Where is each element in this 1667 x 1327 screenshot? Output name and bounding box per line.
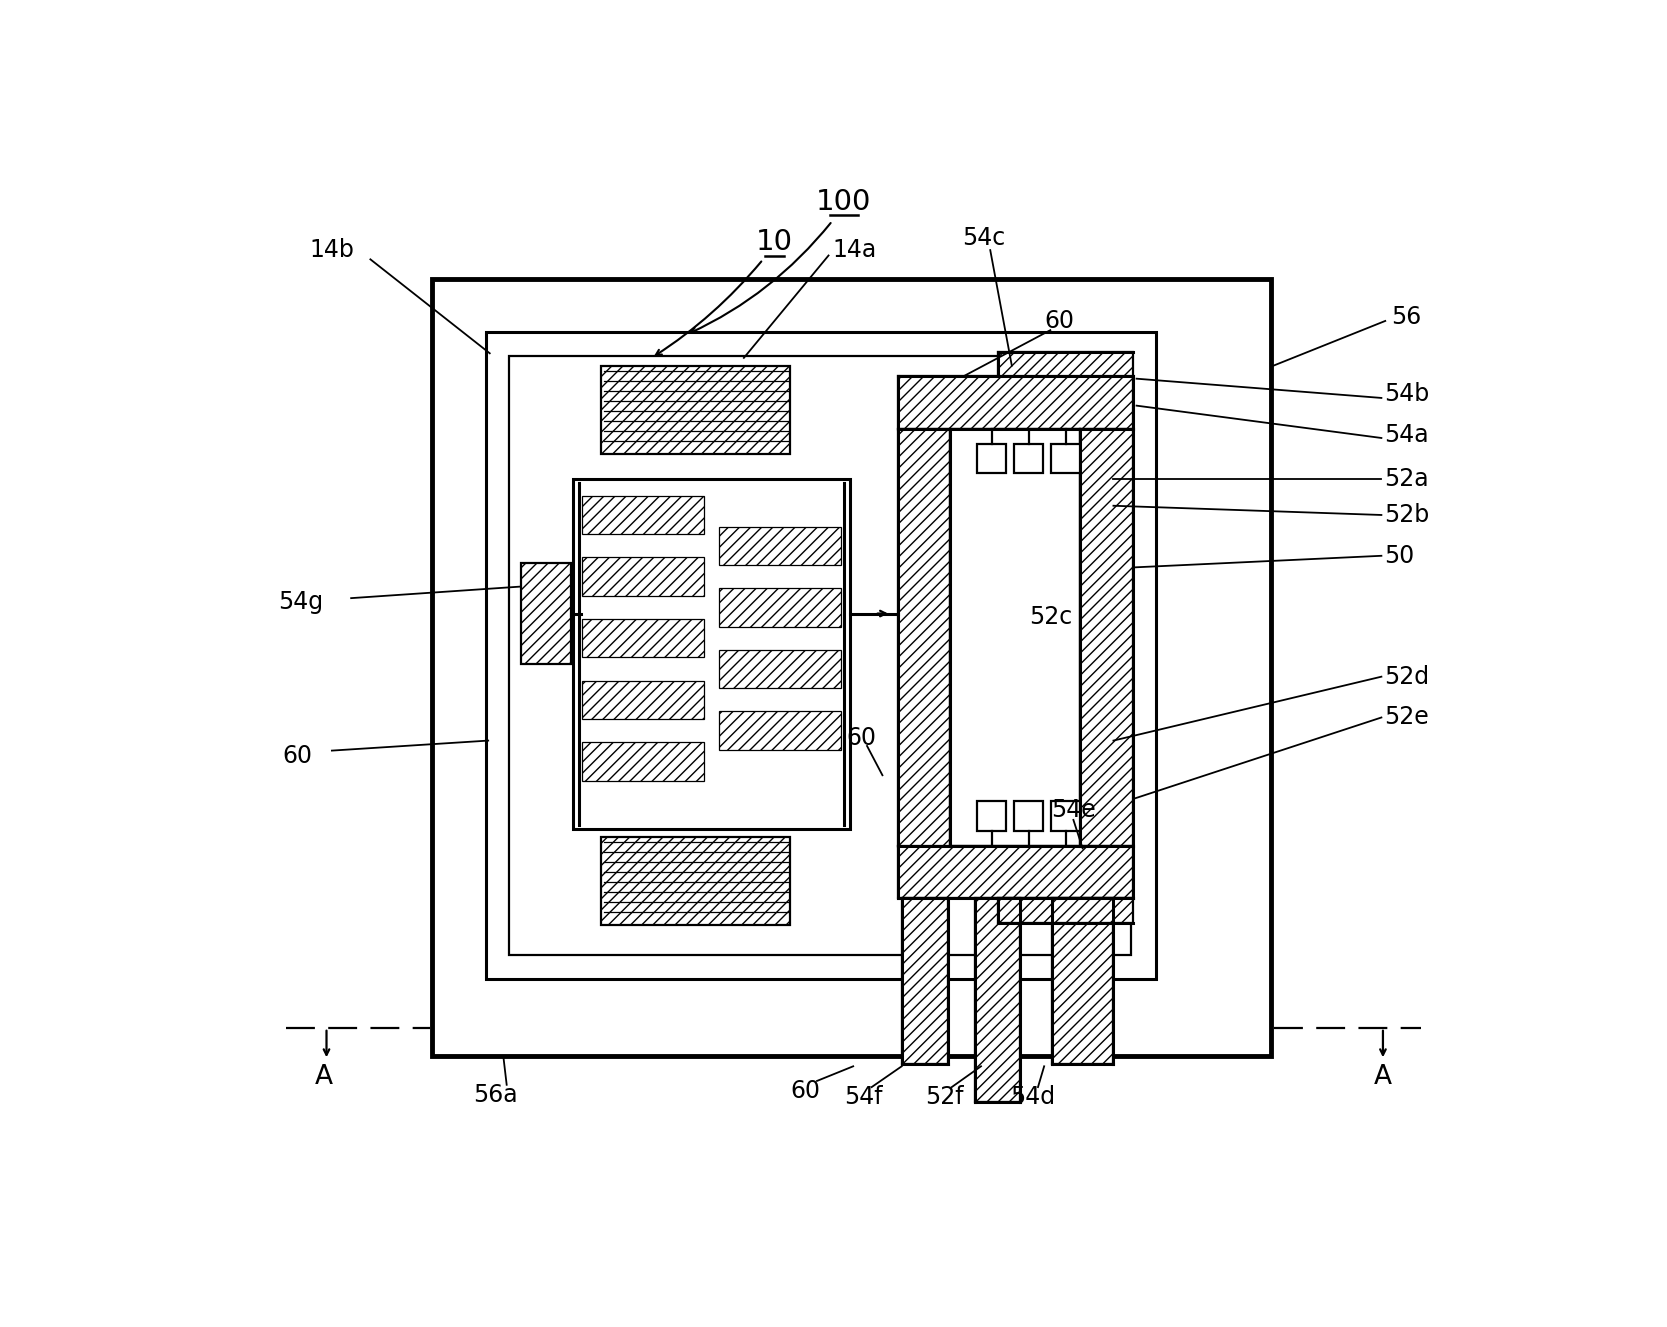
Bar [1014,445,1044,474]
Bar [1014,802,1044,831]
Bar [1052,898,1114,1064]
Bar [977,802,1007,831]
Bar [1052,445,1080,474]
Bar [999,352,1132,377]
Text: 52d: 52d [1385,665,1430,689]
Text: 54f: 54f [844,1085,882,1109]
Bar [975,898,1020,1103]
Bar [718,588,840,626]
Bar [582,557,703,596]
Bar [602,837,790,925]
Text: 52c: 52c [1029,605,1072,629]
Text: 14a: 14a [832,238,877,263]
Text: 54e: 54e [1050,798,1095,821]
Text: A: A [315,1064,333,1089]
Bar [582,496,703,535]
Bar [718,527,840,565]
Text: 60: 60 [790,1079,820,1103]
Bar [573,479,850,829]
Bar [432,279,1272,1056]
Text: 54c: 54c [962,226,1005,249]
Bar [899,377,1132,429]
Text: 52f: 52f [925,1085,964,1109]
Bar [899,429,950,847]
Bar [520,564,570,664]
Text: 100: 100 [817,187,872,215]
Bar [582,681,703,719]
Text: A: A [1374,1064,1392,1089]
Bar [718,650,840,689]
Text: 10: 10 [757,228,793,256]
Text: 56a: 56a [473,1083,518,1107]
Text: 56: 56 [1390,305,1420,329]
Bar [902,898,949,1064]
Text: 60: 60 [847,726,877,750]
Text: 54d: 54d [1010,1085,1055,1109]
Bar [1052,802,1080,831]
Bar [602,366,790,454]
Bar [582,742,703,780]
Text: 52b: 52b [1385,503,1430,527]
Bar [999,898,1132,924]
Bar [718,711,840,750]
Text: 14b: 14b [310,238,355,263]
Text: 54a: 54a [1385,423,1429,447]
Text: 60: 60 [1045,309,1075,333]
Bar [508,356,1132,954]
Text: 50: 50 [1385,544,1415,568]
Bar [977,445,1007,474]
Text: 60: 60 [282,744,312,768]
Text: 52a: 52a [1385,467,1429,491]
Text: 54b: 54b [1385,382,1430,406]
Bar [899,847,1132,898]
Bar [1080,429,1132,847]
Bar [582,618,703,657]
Text: 54g: 54g [278,591,323,614]
Bar [485,333,1155,979]
Text: 52e: 52e [1385,706,1429,730]
